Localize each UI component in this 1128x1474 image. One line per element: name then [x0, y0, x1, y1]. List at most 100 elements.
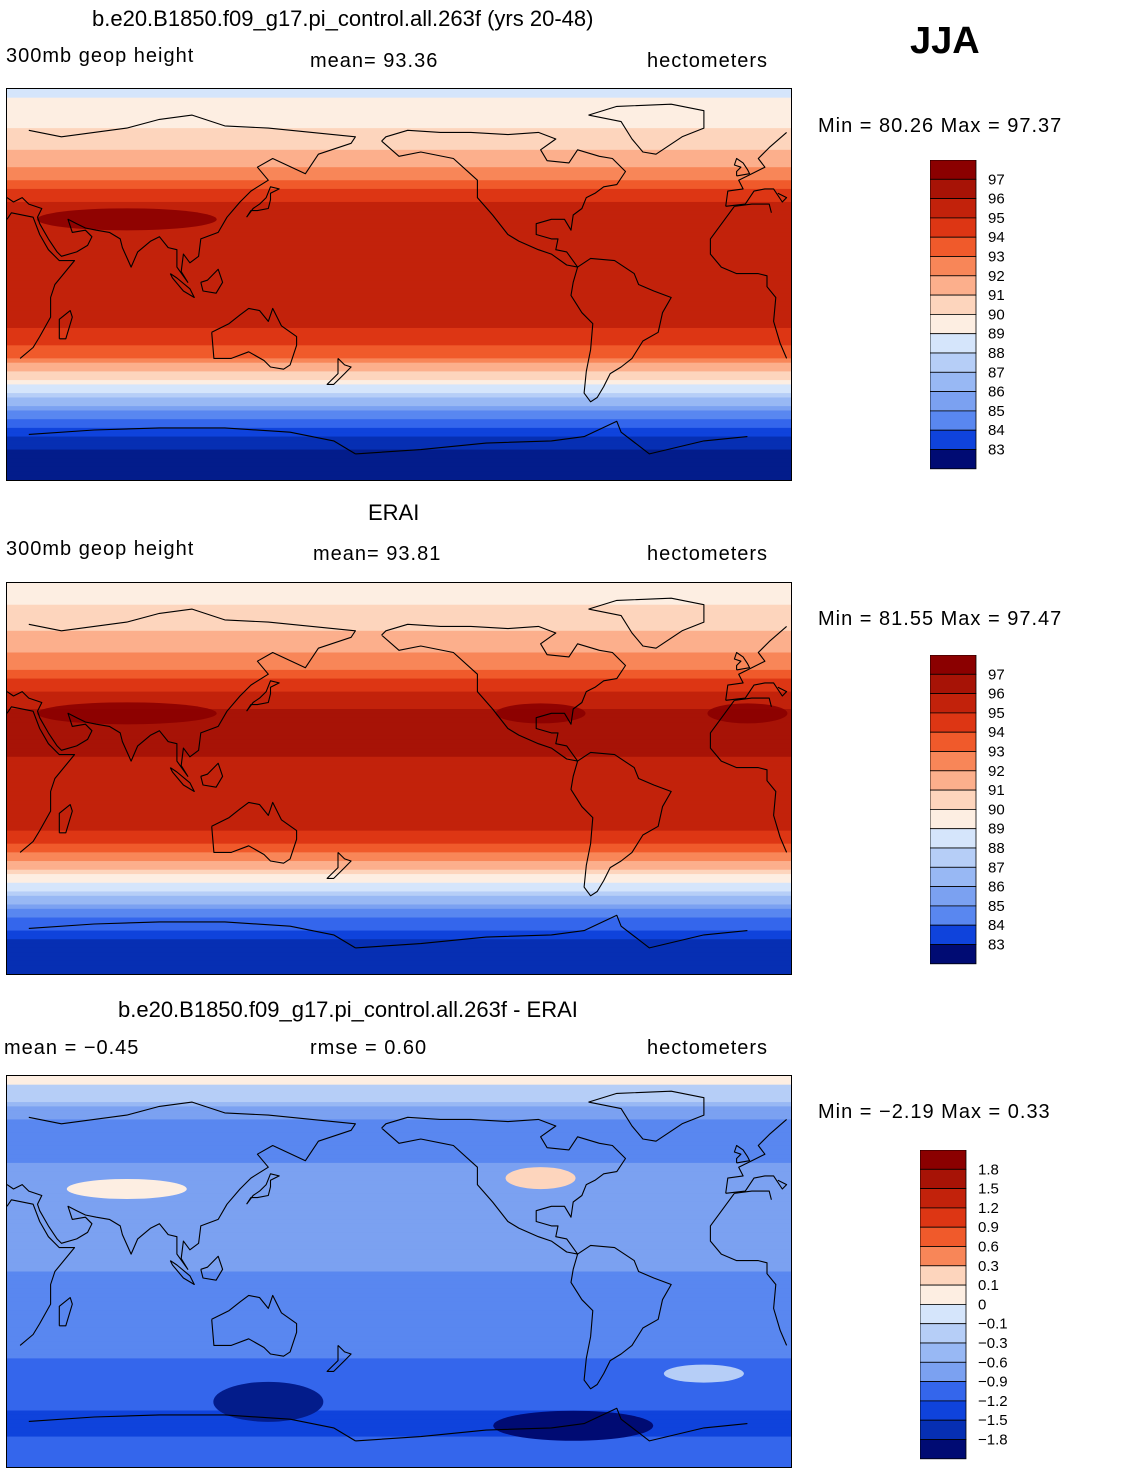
field-band [7, 310, 791, 316]
colorbar-tick-label: 85 [988, 403, 1005, 420]
field-band [7, 887, 791, 893]
field-band [7, 969, 791, 974]
panel-3-units-label: hectometers [647, 1037, 769, 1059]
field-band [7, 1162, 791, 1168]
field-band [7, 1406, 791, 1412]
panel-3-coastlines [7, 1090, 788, 1442]
field-band [7, 1327, 791, 1333]
panel-2-units-label: hectometers [647, 543, 769, 565]
colorbar-swatch [930, 371, 977, 393]
colorbar-swatch [930, 410, 977, 431]
field-band [7, 1341, 791, 1346]
field-band [7, 778, 791, 784]
coastline-japan [246, 1173, 280, 1205]
field-band [7, 691, 791, 697]
field-band [7, 921, 791, 927]
field-band [7, 123, 791, 129]
coastline-eurasia [7, 114, 788, 283]
colorbar-swatch [920, 1342, 967, 1363]
panel-1-coastlines [7, 103, 788, 455]
field-band [7, 878, 791, 884]
field-band [7, 652, 791, 658]
colorbar-swatch [930, 847, 977, 868]
field-band [7, 349, 791, 355]
field-anomaly [36, 208, 217, 231]
field-band [7, 336, 791, 342]
colorbar-swatch [920, 1439, 967, 1460]
coastline-greenland [588, 1090, 705, 1142]
field-band [7, 682, 791, 688]
field-band [7, 700, 791, 706]
colorbar-swatch [930, 693, 977, 714]
field-band [7, 340, 791, 346]
colorbar-swatch [930, 294, 977, 315]
field-band [7, 1358, 791, 1364]
field-band [7, 748, 791, 754]
field-band [7, 162, 791, 168]
field-band [7, 843, 791, 849]
colorbar-swatch [930, 429, 977, 450]
field-band [7, 708, 791, 714]
field-band [7, 419, 791, 425]
field-band [7, 1362, 791, 1368]
field-band [7, 774, 791, 780]
field-band [7, 1354, 791, 1359]
field-band [7, 1193, 791, 1199]
field-band [7, 596, 791, 601]
field-band [7, 769, 791, 775]
panel-3-colorbar: 1.8 1.5 1.2 0.9 0.6 0.3 0.1 0 −0.1 −0.3 −0.6 −0.9 −1… [920, 1150, 1050, 1470]
field-band [7, 765, 791, 771]
field-band [7, 926, 791, 932]
field-band [7, 288, 791, 294]
field-band [7, 800, 791, 806]
field-anomaly [495, 703, 586, 724]
colorbar-tick-label: 95 [988, 705, 1005, 722]
field-band [7, 1158, 791, 1164]
colorbar-tick-label: 90 [988, 306, 1005, 323]
field-band [7, 384, 791, 390]
field-band [7, 188, 791, 194]
field-band [7, 960, 791, 966]
colorbar-tick-label: 91 [988, 782, 1005, 799]
field-band [7, 1436, 791, 1442]
field-band [7, 1228, 791, 1233]
field-band [7, 219, 791, 225]
field-band [7, 1336, 791, 1342]
field-band [7, 826, 791, 832]
coastline-namerica [381, 129, 627, 268]
field-band [7, 1284, 791, 1290]
field-band [7, 1449, 791, 1455]
coastline-africa [7, 203, 788, 359]
field-band [7, 1149, 791, 1155]
field-band [7, 913, 791, 919]
field-band [7, 1419, 791, 1425]
colorbar-swatch [920, 1168, 967, 1189]
field-band [7, 367, 791, 372]
field-band [7, 1236, 791, 1242]
field-band [7, 206, 791, 212]
field-anomaly [663, 1364, 744, 1383]
panel-2-variable-label: 300mb geop height [6, 538, 195, 560]
panel-2-field [7, 583, 791, 974]
field-band [7, 1293, 791, 1299]
field-band [7, 1371, 791, 1377]
field-band [7, 119, 791, 125]
panel-3-map [6, 1075, 792, 1468]
colorbar-swatch [930, 731, 977, 752]
field-band [7, 856, 791, 862]
field-band [7, 669, 791, 675]
field-band [7, 145, 791, 151]
field-band [7, 735, 791, 740]
panel-1-colorbar: 97 96 95 94 93 92 91 90 89 88 87 86 85 84 83 [930, 160, 1050, 480]
field-band [7, 1123, 791, 1129]
field-band [7, 197, 791, 203]
panel-1-minmax: Min = 80.26 Max = 97.37 [818, 115, 1063, 137]
coastline-namerica [381, 623, 627, 762]
colorbar-swatch [930, 313, 977, 335]
colorbar-swatch [920, 1361, 967, 1383]
coastline-sumatra [169, 273, 195, 299]
field-band [7, 445, 791, 451]
field-band [7, 787, 791, 793]
panel-2-map [6, 582, 792, 975]
colorbar-tick-label: 95 [988, 210, 1005, 227]
